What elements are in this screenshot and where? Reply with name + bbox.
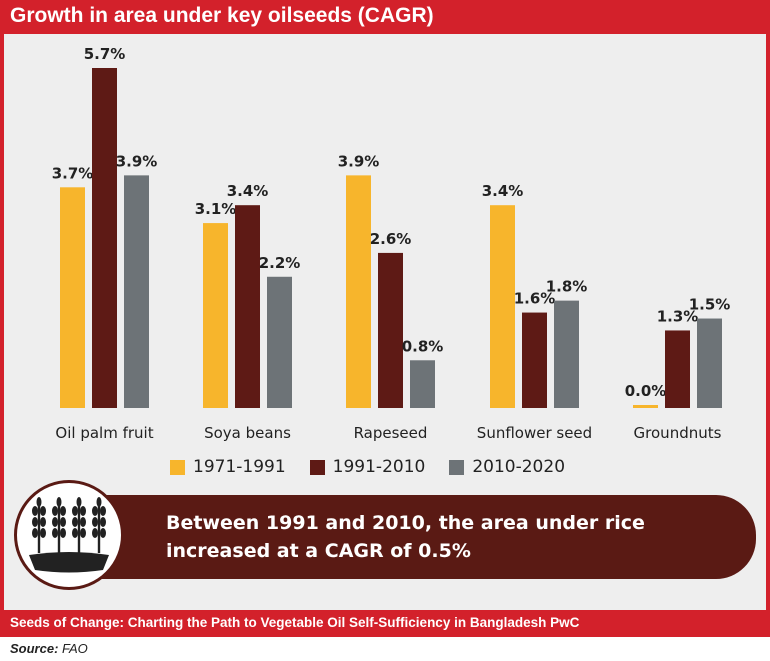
note-banner: Between 1991 and 2010, the area under ri… xyxy=(56,495,756,579)
bar-value-label-4-1: 1.3% xyxy=(657,307,699,325)
category-label-3: Sunflower seed xyxy=(477,424,592,442)
bar-1-2 xyxy=(267,276,292,408)
bar-value-label-3-2: 1.8% xyxy=(546,278,588,296)
bar-chart: 3.7%5.7%3.9%Oil palm fruit3.1%3.4%2.2%So… xyxy=(52,45,731,442)
footer-bar: Seeds of Change: Charting the Path to Ve… xyxy=(0,610,770,637)
bar-value-label-0-2: 3.9% xyxy=(116,152,158,170)
bar-value-label-4-0: 0.0% xyxy=(625,382,667,400)
legend: 1971-1991 1991-2010 2010-2020 xyxy=(170,455,565,479)
bar-value-label-3-0: 3.4% xyxy=(482,182,524,200)
bar-value-label-0-1: 5.7% xyxy=(84,45,126,63)
legend-item-2: 2010-2020 xyxy=(449,457,565,477)
bar-1-1 xyxy=(235,205,260,408)
category-label-4: Groundnuts xyxy=(634,424,722,442)
legend-label-1: 1991-2010 xyxy=(332,457,426,477)
source-label: Source: xyxy=(10,641,59,656)
bar-value-label-0-0: 3.7% xyxy=(52,164,94,182)
bar-2-1 xyxy=(378,252,403,408)
category-label-2: Rapeseed xyxy=(354,424,428,442)
bar-0-1 xyxy=(92,68,117,408)
bar-3-2 xyxy=(554,300,579,408)
title-bar: Growth in area under key oilseeds (CAGR) xyxy=(0,0,770,34)
category-label-0: Oil palm fruit xyxy=(55,424,153,442)
category-label-1: Soya beans xyxy=(204,424,291,442)
bar-value-label-1-2: 2.2% xyxy=(259,254,301,272)
legend-item-1: 1991-2010 xyxy=(309,457,426,477)
footer-text: Seeds of Change: Charting the Path to Ve… xyxy=(10,615,580,630)
bar-value-label-2-1: 2.6% xyxy=(370,230,412,248)
legend-label-0: 1971-1991 xyxy=(193,457,286,477)
bar-4-1 xyxy=(665,330,690,408)
bar-4-2 xyxy=(697,318,722,408)
bar-2-2 xyxy=(410,360,435,408)
bar-value-label-3-1: 1.6% xyxy=(514,290,556,308)
bar-value-label-1-0: 3.1% xyxy=(195,200,237,218)
chart-title: Growth in area under key oilseeds (CAGR) xyxy=(10,4,434,27)
source-value: FAO xyxy=(62,641,88,656)
legend-swatch-1 xyxy=(309,459,325,475)
legend-label-2: 2010-2020 xyxy=(472,457,566,477)
bar-0-2 xyxy=(124,175,149,408)
bar-2-0 xyxy=(346,175,371,408)
note-icon-circle xyxy=(14,480,124,590)
bar-1-0 xyxy=(203,223,228,408)
legend-swatch-2 xyxy=(449,459,465,475)
legend-item-0: 1971-1991 xyxy=(170,457,286,477)
bar-value-label-1-1: 3.4% xyxy=(227,182,269,200)
bar-3-0 xyxy=(490,205,515,408)
bar-3-1 xyxy=(522,312,547,408)
source-line: Source: FAO xyxy=(10,641,88,656)
bar-0-0 xyxy=(60,187,85,408)
bar-value-label-4-2: 1.5% xyxy=(689,296,731,314)
note-text: Between 1991 and 2010, the area under ri… xyxy=(166,512,645,562)
bar-value-label-2-2: 0.8% xyxy=(402,337,444,355)
bar-4-0 xyxy=(633,405,658,408)
wheat-icon xyxy=(29,497,109,573)
legend-swatch-0 xyxy=(170,459,185,475)
bar-value-label-2-0: 3.9% xyxy=(338,152,380,170)
